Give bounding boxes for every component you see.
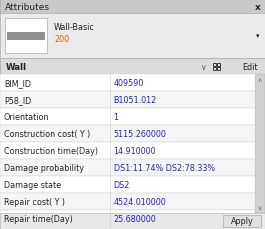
Text: 25.680000: 25.680000 [114,214,156,223]
Text: DS2: DS2 [114,180,130,189]
Text: P58_ID: P58_ID [4,95,31,105]
Bar [7,32,45,40]
Text: 5115.260000: 5115.260000 [114,129,166,138]
Bar [5,19,47,54]
Bar [0,75,255,92]
Text: ▾: ▾ [255,33,259,39]
Bar [0,92,255,109]
Text: DS1:11.74% DS2:78.33%: DS1:11.74% DS2:78.33% [114,163,215,172]
Bar [0,159,255,176]
Bar [213,63,216,66]
Bar [0,213,265,229]
Bar [0,0,265,14]
Text: ∨: ∨ [200,62,206,71]
Text: 14.910000: 14.910000 [114,146,156,155]
Text: 4524.010000: 4524.010000 [114,197,166,206]
Text: Wall-Basic: Wall-Basic [54,23,95,32]
Text: B1051.012: B1051.012 [114,95,157,105]
Text: Damage probability: Damage probability [4,163,84,172]
Text: BIM_ID: BIM_ID [4,79,31,88]
Text: 1: 1 [114,112,119,121]
Text: 409590: 409590 [114,79,144,88]
Bar [255,75,265,213]
Text: Repair cost( Y ): Repair cost( Y ) [4,197,65,206]
Bar [217,67,220,70]
Text: ∨: ∨ [258,206,262,211]
Text: Orientation: Orientation [4,112,50,121]
Bar [0,59,265,75]
Bar [223,215,261,227]
Text: x: x [255,3,261,11]
Text: 200: 200 [54,34,69,43]
Text: Damage state: Damage state [4,180,61,189]
Text: Attributes: Attributes [5,3,50,11]
Text: Edit: Edit [242,62,258,71]
Text: Apply: Apply [231,217,253,226]
Text: Repair time(Day): Repair time(Day) [4,214,73,223]
Bar [217,63,220,66]
Text: Construction time(Day): Construction time(Day) [4,146,98,155]
Bar [0,176,255,193]
Bar [0,193,255,210]
Bar [213,67,216,70]
Text: Construction cost( Y ): Construction cost( Y ) [4,129,90,138]
Bar [0,14,265,59]
Bar [0,109,255,125]
Bar [0,210,255,227]
Bar [0,125,255,142]
Text: ∧: ∧ [258,77,262,82]
Text: Wall: Wall [6,62,27,71]
Bar [0,142,255,159]
